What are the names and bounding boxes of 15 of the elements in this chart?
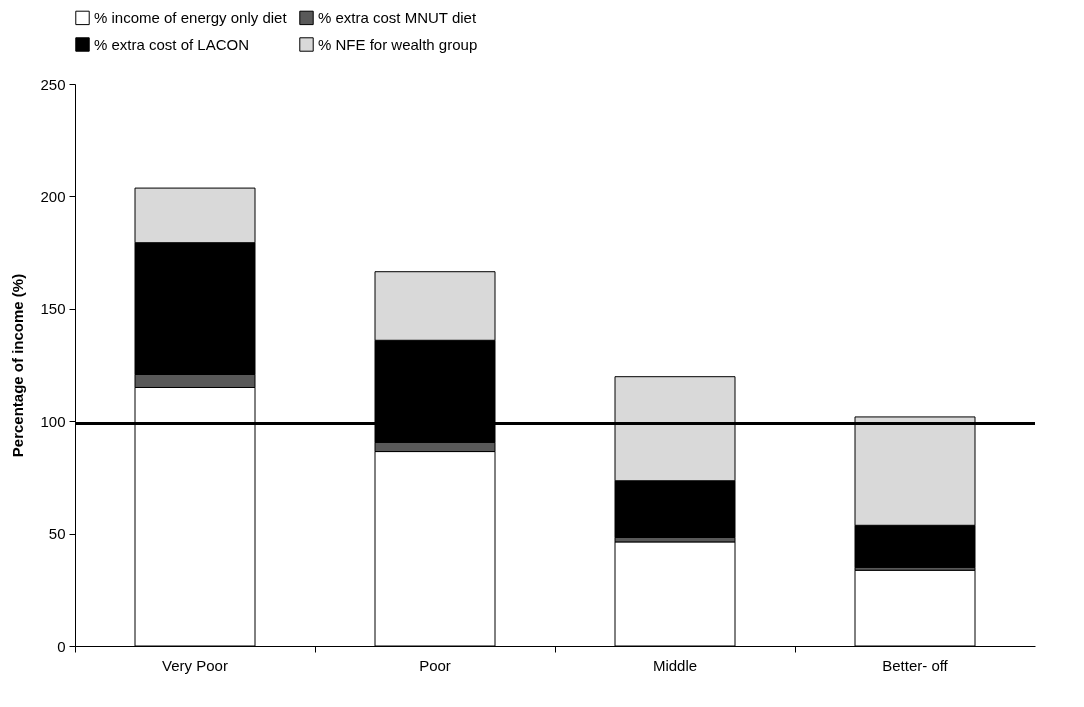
x-tick-label: Middle <box>652 656 698 674</box>
legend-label: % NFE for wealth group <box>318 35 478 53</box>
x-tick-label: Very Poor <box>162 656 228 674</box>
y-axis-title: Percentage of income (%) <box>9 273 27 458</box>
legend-label: % extra cost of LACON <box>94 35 250 53</box>
legend-label: % income of energy only diet <box>94 8 288 26</box>
y-tick-label: 250 <box>40 75 66 93</box>
y-tick-label: 0 <box>57 637 66 655</box>
y-tick-label: 150 <box>40 300 66 318</box>
y-tick-label: 200 <box>40 187 66 205</box>
y-tick-label: 100 <box>40 412 66 430</box>
y-tick-label: 50 <box>48 525 66 543</box>
x-tick-label: Better- off <box>882 656 949 674</box>
legend-label: % extra cost MNUT diet <box>318 8 477 26</box>
x-tick-label: Poor <box>419 656 451 674</box>
